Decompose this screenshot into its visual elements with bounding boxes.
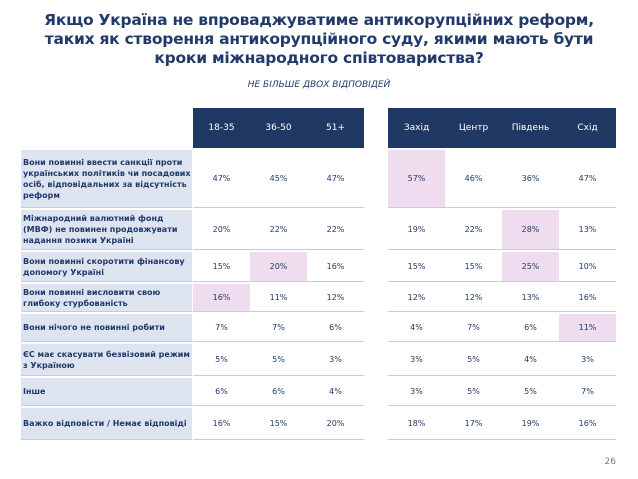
table-cell: 7%: [250, 314, 307, 342]
table-cell: 10%: [559, 252, 616, 282]
table-cell: 6%: [250, 378, 307, 406]
table-cell: 47%: [559, 150, 616, 208]
table-cell: 5%: [445, 344, 502, 376]
table-cell: 28%: [502, 210, 559, 250]
table-cell: 3%: [559, 344, 616, 376]
table-cell: 3%: [388, 378, 445, 406]
table-cell: 6%: [193, 378, 250, 406]
slide-title: Якщо Україна не впроваджуватиме антикору…: [20, 11, 618, 68]
table-cell: 6%: [307, 314, 364, 342]
row-label-text: Міжнародний валютний фонд (МВФ) не повин…: [23, 214, 178, 245]
table-cell: 16%: [193, 284, 250, 312]
table-cell: 3%: [307, 344, 364, 376]
age-header-block: [193, 108, 364, 148]
table-cell: 7%: [193, 314, 250, 342]
column-header: 51+: [326, 123, 345, 133]
row-label-text: Важко відповісти / Немає відповіді: [23, 419, 187, 428]
row-label-text: Вони повинні ввести санкції проти україн…: [23, 157, 191, 200]
table-cell: 15%: [250, 408, 307, 440]
row-label-text: Вони нічого не повинні робити: [23, 323, 165, 332]
table-cell: 20%: [250, 252, 307, 282]
column-header: Схід: [577, 123, 598, 133]
table-cell: 25%: [502, 252, 559, 282]
subtitle: НЕ БІЛЬШЕ ДВОХ ВІДПОВІДЕЙ: [247, 80, 391, 90]
row-label: Вони повинні ввести санкції проти україн…: [21, 150, 192, 208]
table-cell: 18%: [388, 408, 445, 440]
table-cell: 47%: [307, 150, 364, 208]
table-cell: 7%: [445, 314, 502, 342]
table-cell: 5%: [250, 344, 307, 376]
table-cell: 15%: [388, 252, 445, 282]
table-cell: 12%: [445, 284, 502, 312]
table-cell: 5%: [502, 378, 559, 406]
table-cell: 36%: [502, 150, 559, 208]
table-cell: 16%: [559, 284, 616, 312]
table-cell: 16%: [193, 408, 250, 440]
table-cell: 11%: [559, 314, 616, 342]
table-cell: 15%: [193, 252, 250, 282]
table-cell: 57%: [388, 150, 445, 208]
region-header-block: [388, 108, 616, 148]
row-label-text: Вони повинні висловити свою глибоку стур…: [23, 287, 161, 308]
table-cell: 13%: [559, 210, 616, 250]
row-label-text: ЄС має скасувати безвізовий режим з Укра…: [23, 349, 190, 370]
table-cell: 11%: [250, 284, 307, 312]
table-cell: 19%: [502, 408, 559, 440]
table-cell: 45%: [250, 150, 307, 208]
table-cell: 7%: [559, 378, 616, 406]
table-cell: 20%: [307, 408, 364, 440]
table-cell: 4%: [502, 344, 559, 376]
table-cell: 6%: [502, 314, 559, 342]
table-cell: 22%: [445, 210, 502, 250]
table-cell: 12%: [388, 284, 445, 312]
table-cell: 46%: [445, 150, 502, 208]
table-cell: 20%: [193, 210, 250, 250]
table-cell: 12%: [307, 284, 364, 312]
page-number: 26: [604, 457, 616, 467]
column-header: 36-50: [265, 123, 292, 133]
table-cell: 5%: [445, 378, 502, 406]
row-label: Вони повинні висловити свою глибоку стур…: [21, 284, 192, 312]
table-cell: 16%: [307, 252, 364, 282]
table-cell: 17%: [445, 408, 502, 440]
table-cell: 19%: [388, 210, 445, 250]
row-label: Вони нічого не повинні робити: [21, 314, 192, 342]
title-line-3: кроки міжнародного співтовариства?: [154, 49, 484, 67]
table-cell: 3%: [388, 344, 445, 376]
table-cell: 5%: [193, 344, 250, 376]
row-label: Вони повинні скоротити фінансову допомог…: [21, 252, 192, 282]
column-header: 18-35: [208, 123, 235, 133]
table-cell: 16%: [559, 408, 616, 440]
table-cell: 13%: [502, 284, 559, 312]
table-cell: 22%: [307, 210, 364, 250]
table-cell: 15%: [445, 252, 502, 282]
column-header: Південь: [511, 123, 550, 133]
table-cell: 47%: [193, 150, 250, 208]
row-label-text: Інше: [23, 387, 46, 396]
column-header: Захід: [403, 123, 430, 133]
title-line-2: таких як створення антикорупційного суду…: [44, 30, 594, 48]
title-line-1: Якщо Україна не впроваджуватиме антикору…: [44, 11, 594, 29]
table-cell: 4%: [307, 378, 364, 406]
column-header: Центр: [458, 123, 489, 133]
row-label: ЄС має скасувати безвізовий режим з Укра…: [21, 344, 192, 376]
row-label-text: Вони повинні скоротити фінансову допомог…: [23, 256, 185, 277]
table-cell: 4%: [388, 314, 445, 342]
row-label: Інше: [21, 378, 192, 406]
row-label: Міжнародний валютний фонд (МВФ) не повин…: [21, 210, 192, 250]
row-label: Важко відповісти / Немає відповіді: [21, 408, 192, 440]
table-cell: 22%: [250, 210, 307, 250]
